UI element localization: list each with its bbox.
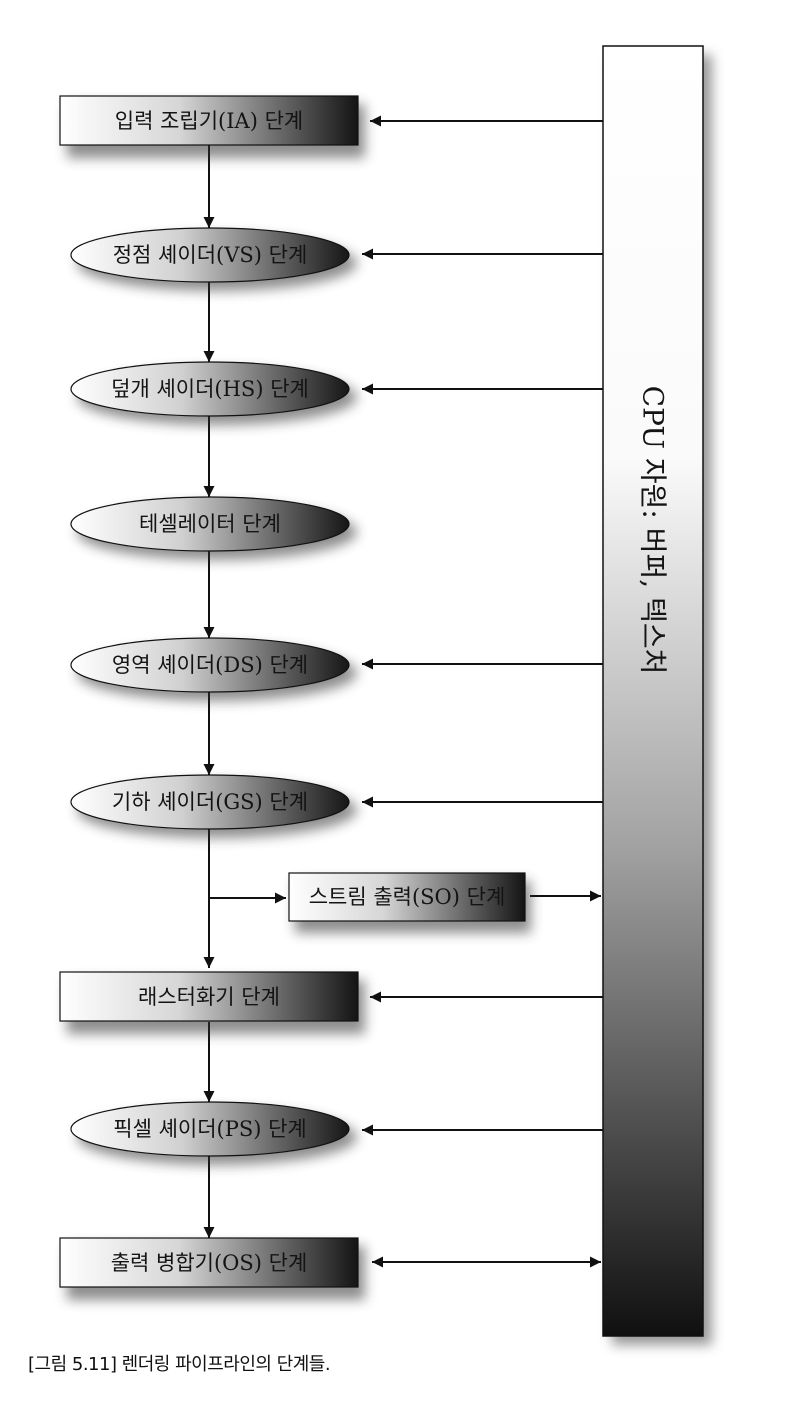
cpu-resources-label: CPU 자원: 버퍼, 텍스처 — [637, 386, 670, 675]
stage-label-so: 스트림 출력(SO) 단계 — [309, 885, 506, 909]
stage-label-hs: 덮개 셰이더(HS) 단계 — [111, 377, 309, 401]
stage-hull-shader: 덮개 셰이더(HS) 단계 — [70, 361, 357, 425]
stage-label-tess: 테셀레이터 단계 — [139, 512, 281, 536]
cpu-resources-bar: CPU 자원: 버퍼, 텍스처 — [602, 45, 712, 1345]
stage-label-ia: 입력 조립기(IA) 단계 — [115, 109, 303, 133]
stage-label-vs: 정점 셰이더(VS) 단계 — [113, 243, 308, 267]
stage-label-ps: 픽셀 셰이더(PS) 단계 — [113, 1117, 307, 1141]
stage-vertex-shader: 정점 셰이더(VS) 단계 — [70, 227, 357, 291]
stage-input-assembler: 입력 조립기(IA) 단계 — [59, 95, 365, 158]
stage-stream-output: 스트림 출력(SO) 단계 — [288, 872, 531, 933]
stage-label-ds: 영역 셰이더(DS) 단계 — [112, 653, 308, 677]
stage-domain-shader: 영역 셰이더(DS) 단계 — [70, 637, 357, 701]
stage-label-gs: 기하 셰이더(GS) 단계 — [112, 790, 308, 814]
stage-label-om: 출력 병합기(OS) 단계 — [111, 1251, 308, 1275]
figure-caption: [그림 5.11] 렌더링 파이프라인의 단계들. — [28, 1354, 331, 1375]
stage-geometry-shader: 기하 셰이더(GS) 단계 — [70, 774, 357, 838]
stage-tessellator: 테셀레이터 단계 — [70, 496, 357, 560]
stage-rasterizer: 래스터화기 단계 — [59, 971, 365, 1034]
stage-output-merger: 출력 병합기(OS) 단계 — [59, 1237, 365, 1300]
resource-arrows — [362, 115, 603, 1268]
stage-pixel-shader: 픽셀 셰이더(PS) 단계 — [70, 1101, 357, 1165]
stage-label-rs: 래스터화기 단계 — [138, 985, 280, 1009]
pipeline-flow-arrows — [203, 145, 286, 1238]
